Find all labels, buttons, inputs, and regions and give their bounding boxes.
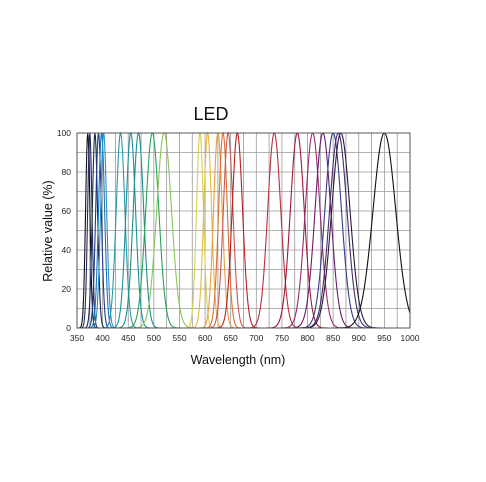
x-axis-ticks: 350 400 450 500 550 600 650 700 750 800 850 900 950 1… [70, 333, 420, 343]
y-tick-label: 0 [66, 323, 71, 333]
y-tick-label: 40 [62, 245, 72, 255]
x-tick-label: 550 [172, 333, 186, 343]
chart-title: LED [193, 104, 228, 124]
x-tick-label: 750 [275, 333, 289, 343]
x-tick-label: 950 [377, 333, 391, 343]
x-tick-label: 800 [300, 333, 314, 343]
x-axis-label: Wavelength (nm) [191, 353, 286, 367]
y-tick-label: 60 [62, 206, 72, 216]
x-tick-label: 350 [70, 333, 84, 343]
y-axis-ticks: 0 20 40 60 80 100 [57, 128, 71, 333]
x-tick-label: 400 [96, 333, 110, 343]
x-tick-label: 500 [147, 333, 161, 343]
plot-frame [76, 132, 411, 329]
x-tick-label: 850 [326, 333, 340, 343]
y-tick-label: 100 [57, 128, 71, 138]
x-tick-label: 450 [121, 333, 135, 343]
y-axis-label: Relative value (%) [41, 180, 55, 281]
x-tick-label: 600 [198, 333, 212, 343]
x-tick-label: 650 [224, 333, 238, 343]
x-tick-label: 700 [249, 333, 263, 343]
y-tick-label: 20 [62, 284, 72, 294]
x-tick-label: 900 [352, 333, 366, 343]
x-tick-label: 1000 [401, 333, 420, 343]
y-tick-label: 80 [62, 167, 72, 177]
